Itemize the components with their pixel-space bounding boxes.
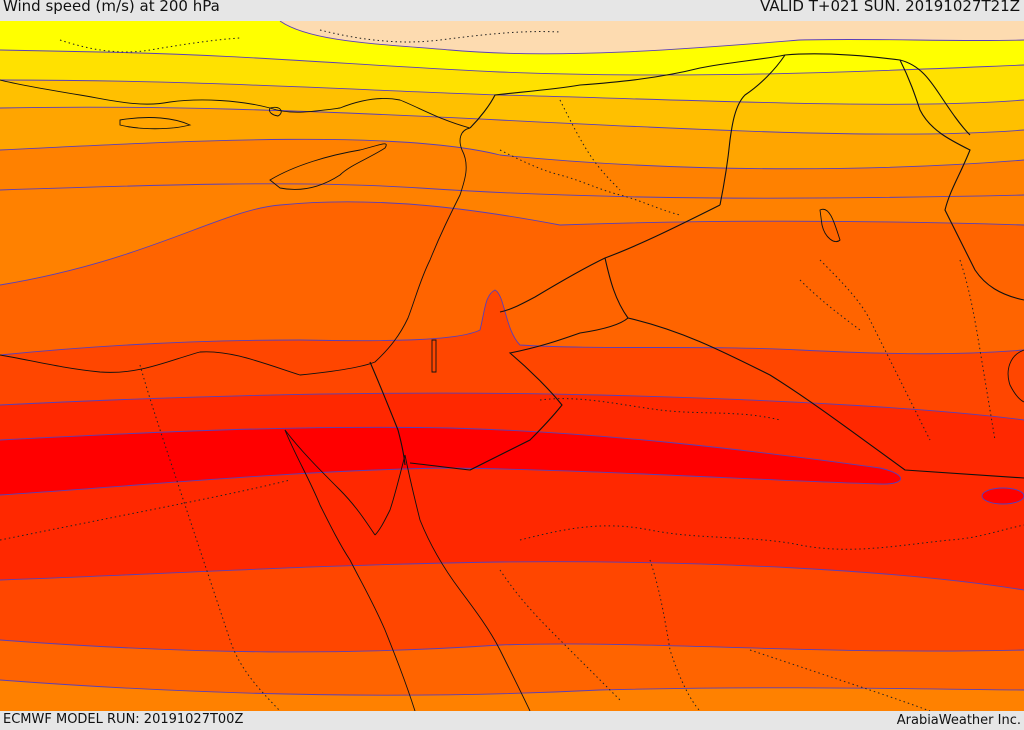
model-run-label: ECMWF MODEL RUN: 20191027T00Z — [3, 712, 244, 727]
admin-line-7 — [499, 149, 681, 216]
band-13 — [982, 488, 1024, 504]
admin-line-11 — [59, 37, 241, 53]
band-6 — [280, 21, 1024, 54]
coastline-turkey — [0, 79, 471, 129]
lake-east — [819, 208, 841, 243]
header-bar: Wind speed (m/s) at 200 hPa VALID T+021 … — [0, 0, 1024, 21]
admin-line-2 — [0, 479, 291, 541]
political-borders — [369, 53, 1024, 479]
coastlines — [0, 79, 1024, 711]
isotach-3 — [0, 79, 1024, 105]
coastline-red-sea-west — [284, 429, 416, 711]
isotach-6 — [0, 183, 1024, 199]
isotach-lines — [0, 21, 1024, 696]
coastline-red-sea-east — [404, 454, 531, 711]
admin-line-9 — [819, 259, 931, 441]
isotach-5 — [0, 138, 1024, 170]
admin-line-1 — [139, 364, 281, 711]
coastline-persian-gulf — [1007, 349, 1024, 403]
admin-line-12 — [319, 29, 561, 43]
isotach-13 — [0, 639, 1024, 653]
border-syria-iraq — [719, 54, 786, 206]
dead-sea — [431, 339, 437, 373]
admin-line-3 — [519, 524, 1024, 550]
provider-credit: ArabiaWeather Inc. — [896, 713, 1021, 728]
admin-line-14 — [539, 398, 781, 421]
band-12 — [0, 427, 901, 495]
island-rhodes — [269, 106, 282, 117]
footer-bar: ECMWF MODEL RUN: 20191027T00Z ArabiaWeat… — [0, 711, 1024, 729]
border-egypt-israel — [369, 361, 406, 466]
band-11 — [0, 393, 1024, 590]
cyprus-coast — [269, 143, 387, 190]
isotach-10 — [0, 426, 902, 496]
wind-speed-map — [0, 21, 1024, 711]
isotach-7 — [0, 201, 1024, 286]
border-iran-iraq — [899, 59, 1024, 301]
admin-line-10 — [959, 259, 996, 441]
coastline-north-africa — [0, 127, 471, 376]
admin-boundaries — [0, 29, 1024, 711]
border-iraq-saudi — [627, 317, 1024, 479]
admin-line-8 — [559, 99, 621, 191]
island-crete — [119, 117, 192, 130]
map-title: Wind speed (m/s) at 200 hPa — [3, 0, 220, 15]
coastline-gulf-of-suez — [284, 429, 376, 536]
coastline-gulf-of-aqaba — [374, 454, 406, 536]
isotach-12 — [0, 561, 1024, 591]
isotach-11 — [981, 487, 1024, 505]
isotach-9 — [0, 392, 1024, 421]
border-jordan-iraq — [499, 204, 721, 313]
border-turkey-syria — [469, 53, 971, 136]
wind-speed-bands — [0, 21, 1024, 711]
admin-line-5 — [649, 559, 701, 711]
isotach-14 — [0, 679, 1024, 696]
isotach-8 — [0, 289, 1024, 356]
isotach-2 — [0, 49, 1024, 76]
valid-time: VALID T+021 SUN. 20191027T21Z — [760, 0, 1020, 15]
band-15 — [0, 680, 1024, 711]
isotach-1 — [279, 21, 1024, 55]
admin-line-6 — [749, 649, 931, 711]
isotach-4 — [0, 106, 1024, 135]
border-jordan-saudi — [409, 257, 629, 471]
